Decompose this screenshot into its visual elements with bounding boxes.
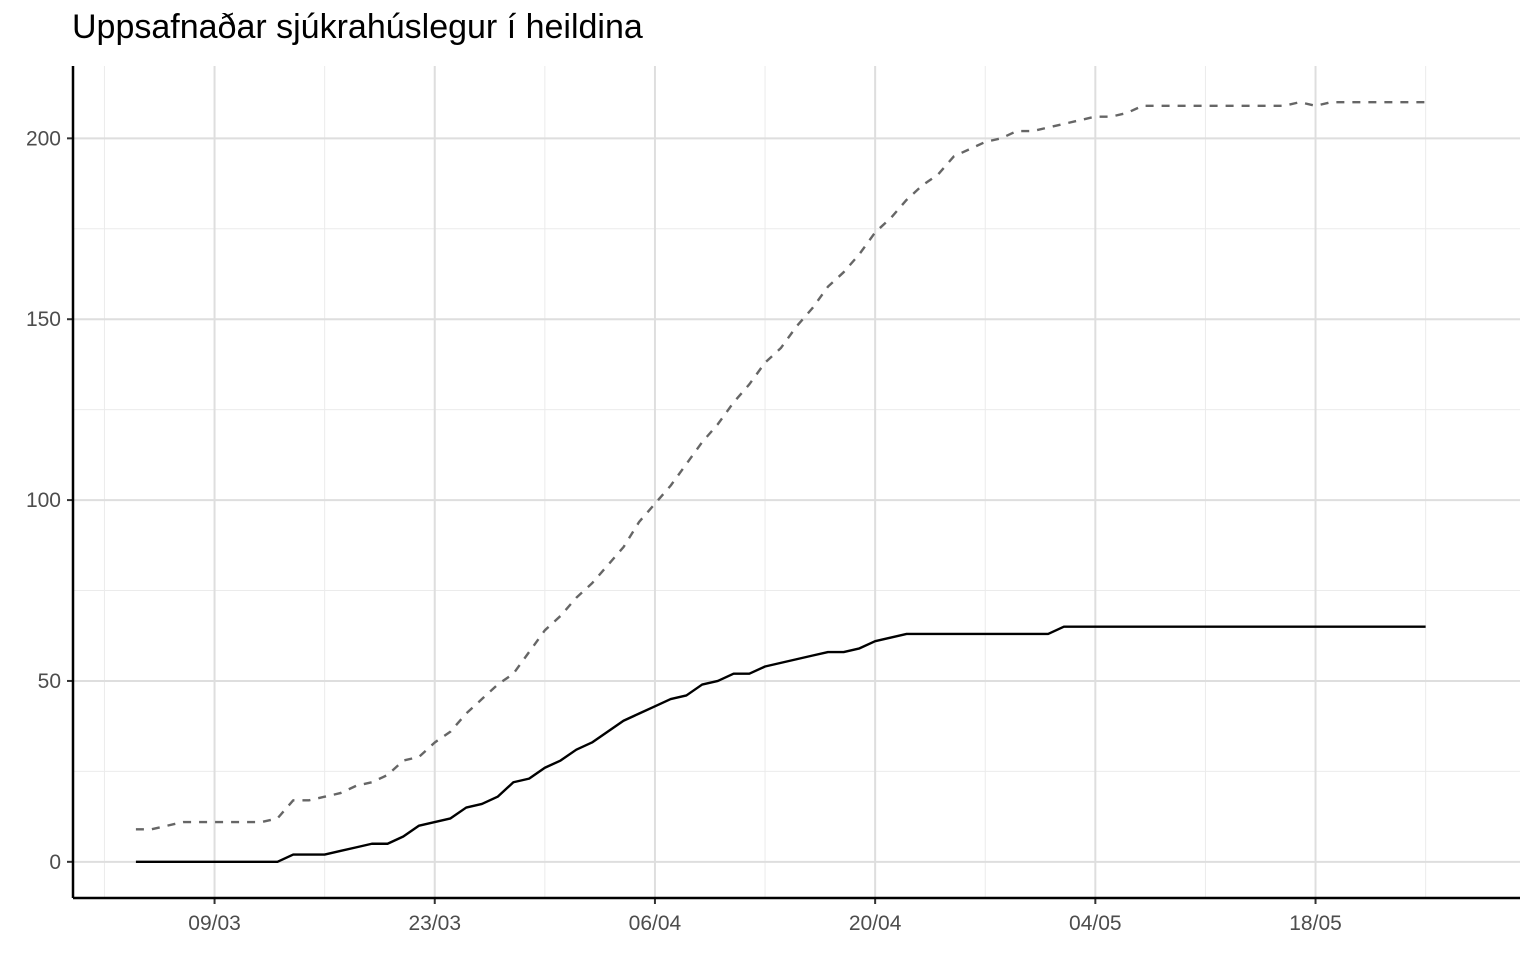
y-tick-label: 200 [26, 127, 61, 150]
series-layer [135, 100, 1426, 864]
x-tick-label: 06/04 [629, 912, 682, 935]
tick-labels: 0 50 100 150 200 09/03 23/03 06/04 20/04 04/05 18/… [26, 127, 1342, 935]
chart-title: Uppsafnaðar sjúkrahúslegur í heildina [72, 8, 643, 46]
y-tick-label: 100 [26, 489, 61, 512]
y-tick-label: 150 [26, 308, 61, 331]
y-tick-label: 0 [49, 851, 61, 874]
minor-gridlines [73, 66, 1520, 898]
series-line-dashed [135, 100, 1426, 831]
x-tick-label: 04/05 [1069, 912, 1122, 935]
x-tick-label: 09/03 [188, 912, 241, 935]
major-gridlines [73, 66, 1520, 898]
x-tick-label: 18/05 [1289, 912, 1342, 935]
y-tick-label: 50 [38, 670, 61, 693]
series-line-solid [135, 625, 1426, 864]
axes [67, 66, 1520, 904]
x-tick-label: 20/04 [849, 912, 902, 935]
x-tick-label: 23/03 [408, 912, 461, 935]
